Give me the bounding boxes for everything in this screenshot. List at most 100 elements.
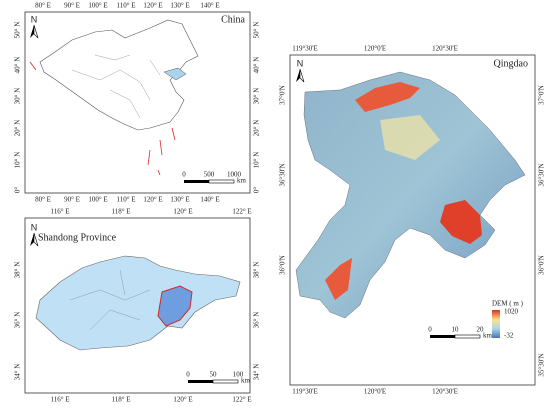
scale-label: 0 — [428, 326, 432, 334]
top-lon-label: 130° E — [170, 2, 189, 10]
top-lon-label: 116° E — [50, 208, 69, 216]
left-lat-label: 20° N — [14, 120, 22, 137]
right-lat-label: 30° N — [253, 88, 261, 105]
panel-title: China — [221, 14, 245, 25]
north-arrow — [30, 25, 34, 38]
left-lat-label: 36°30'N — [279, 163, 287, 186]
scale-label: 100 — [233, 371, 244, 379]
right-lat-label: 35°30'N — [538, 353, 546, 376]
left-lat-label: 30° N — [14, 88, 22, 105]
right-lat-label: 50° N — [253, 22, 261, 39]
left-lat-label: 40° N — [14, 57, 22, 74]
right-lat-label: 37°0'N — [538, 85, 546, 105]
north-arrow — [33, 24, 39, 39]
dem-high-south — [325, 258, 352, 300]
left-lat-label: 36° N — [14, 312, 22, 329]
north-label: N — [31, 222, 38, 232]
dem-high-north — [355, 82, 420, 112]
bottom-lon-label: 120° E — [143, 196, 162, 204]
north-arrow — [296, 69, 300, 82]
scale-bar — [212, 379, 239, 384]
bottom-lon-label: 90° E — [64, 196, 80, 204]
right-lat-label: 34° N — [253, 364, 261, 381]
scale-bar — [208, 179, 235, 184]
bottom-lon-label: 130° E — [170, 196, 189, 204]
north-arrow — [30, 233, 34, 246]
scale-label: 1000 — [227, 171, 242, 179]
north-arrow — [33, 232, 39, 247]
top-lon-label: 140° E — [200, 2, 219, 10]
right-lat-label: 40° N — [253, 57, 261, 74]
scale-label: 500 — [204, 171, 215, 179]
dem-mid — [380, 115, 440, 160]
right-lat-label: 0° — [253, 187, 261, 194]
scale-bar — [430, 335, 455, 338]
north-arrow — [299, 68, 305, 83]
shandong-highlight — [163, 67, 187, 81]
left-lat-label: 36°0'N — [279, 255, 287, 275]
left-lat-label: 38° N — [14, 262, 22, 279]
bottom-lon-label: 120° E — [173, 396, 192, 404]
panel-title: Shandong Province — [38, 232, 117, 243]
bottom-lon-label: 140° E — [200, 196, 219, 204]
top-lon-label: 122° E — [232, 208, 251, 216]
dem-high-east — [440, 200, 482, 244]
legend-title: DEM ( m ) — [492, 300, 524, 308]
china-outline — [39, 19, 199, 131]
border-mark — [29, 61, 37, 71]
north-label: N — [297, 58, 304, 68]
shandong-outline — [35, 255, 241, 351]
scale-label: 50 — [210, 371, 218, 379]
left-lat-label: 37°0'N — [279, 85, 287, 105]
top-lon-label: 120° E — [173, 208, 192, 216]
scale-label: 20 — [477, 326, 485, 334]
right-lat-label: 36°0'N — [538, 255, 546, 275]
scale-bar — [184, 180, 209, 183]
left-lat-label: 0° — [14, 187, 22, 194]
bottom-lon-label: 110° E — [116, 196, 135, 204]
bottom-lon-label: 80° E — [35, 196, 51, 204]
scale-unit: km — [241, 377, 251, 385]
province-borders — [71, 54, 161, 119]
right-lat-label: 36°30'N — [538, 163, 546, 186]
legend-min: -32 — [504, 332, 514, 340]
north-label: N — [31, 14, 38, 24]
top-lon-label: 120° E — [143, 2, 162, 10]
scale-label: 10 — [452, 326, 460, 334]
scale-label: 0 — [186, 371, 190, 379]
bottom-lon-label: 118° E — [111, 396, 130, 404]
top-lon-label: 120°30'E — [432, 45, 458, 53]
right-lat-label: 20° N — [253, 120, 261, 137]
bottom-lon-label: 122° E — [232, 396, 251, 404]
dem-color-bar — [492, 310, 500, 338]
scale-unit: km — [237, 177, 247, 185]
top-lon-label: 118° E — [111, 208, 130, 216]
top-lon-label: 80° E — [35, 2, 51, 10]
top-lon-label: 120°0'E — [364, 45, 386, 53]
qingdao-dem — [295, 71, 526, 319]
left-lat-label: 10° N — [14, 152, 22, 169]
scale-bar — [454, 334, 481, 339]
bottom-lon-label: 119°30'E — [292, 388, 318, 396]
bottom-lon-label: 120°0'E — [364, 388, 386, 396]
panel-title: Qingdao — [494, 58, 528, 69]
right-lat-label: 10° N — [253, 152, 261, 169]
top-lon-label: 119°30'E — [292, 45, 318, 53]
left-lat-label: 50° N — [14, 22, 22, 39]
south-sea-islands — [147, 127, 176, 176]
right-lat-label: 38° N — [253, 262, 261, 279]
scale-label: 0 — [182, 171, 186, 179]
bottom-lon-label: 116° E — [50, 396, 69, 404]
scale-unit: km — [483, 332, 493, 340]
scale-bar — [188, 380, 213, 383]
top-lon-label: 100° E — [88, 2, 107, 10]
legend-max: 1020 — [504, 308, 519, 316]
bottom-lon-label: 100° E — [88, 196, 107, 204]
city-borders — [69, 269, 151, 331]
qingdao-highlight — [157, 285, 193, 327]
top-lon-label: 90° E — [64, 2, 80, 10]
right-lat-label: 36° N — [253, 312, 261, 329]
top-lon-label: 110° E — [116, 2, 135, 10]
bottom-lon-label: 120°30'E — [432, 388, 458, 396]
